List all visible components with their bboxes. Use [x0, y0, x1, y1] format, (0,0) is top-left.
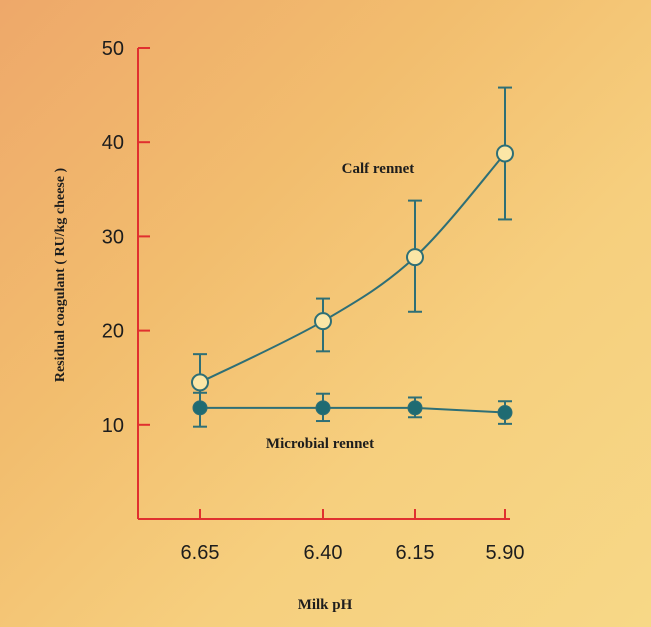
data-point [407, 400, 423, 416]
data-point [406, 248, 424, 267]
series-line [199, 152, 506, 384]
data-point [314, 312, 332, 331]
data-point [497, 405, 513, 421]
series-layer [191, 86, 514, 428]
x-tick-label: 6.65 [181, 542, 220, 564]
labels: Milk pH Residual coagulant ( RU/kg chees… [53, 161, 414, 613]
y-tick-label: 20 [102, 321, 124, 343]
x-axis-label: Milk pH [298, 597, 353, 613]
series-label-calf-rennet: Calf rennet [342, 161, 415, 177]
ticks: 10 20 30 40 50 6.65 6.40 6.15 5.90 [102, 38, 525, 564]
y-tick-label: 30 [102, 226, 124, 248]
series-label-microbial-rennet: Microbial rennet [266, 436, 374, 452]
y-axis-label: Residual coagulant ( RU/kg cheese ) [53, 168, 68, 383]
data-point [315, 400, 331, 416]
y-tick-label: 50 [102, 38, 124, 60]
series-microbial-rennet [192, 391, 513, 428]
x-tick-label: 6.40 [304, 542, 343, 564]
series-calf-rennet [191, 86, 514, 409]
series-line [200, 406, 506, 414]
y-tick-label: 40 [102, 132, 124, 154]
x-tick-label: 5.90 [486, 542, 525, 564]
y-tick-label: 10 [102, 415, 124, 437]
data-point [192, 400, 208, 416]
data-point [191, 373, 209, 392]
data-point [496, 144, 514, 163]
x-tick-label: 6.15 [396, 542, 435, 564]
